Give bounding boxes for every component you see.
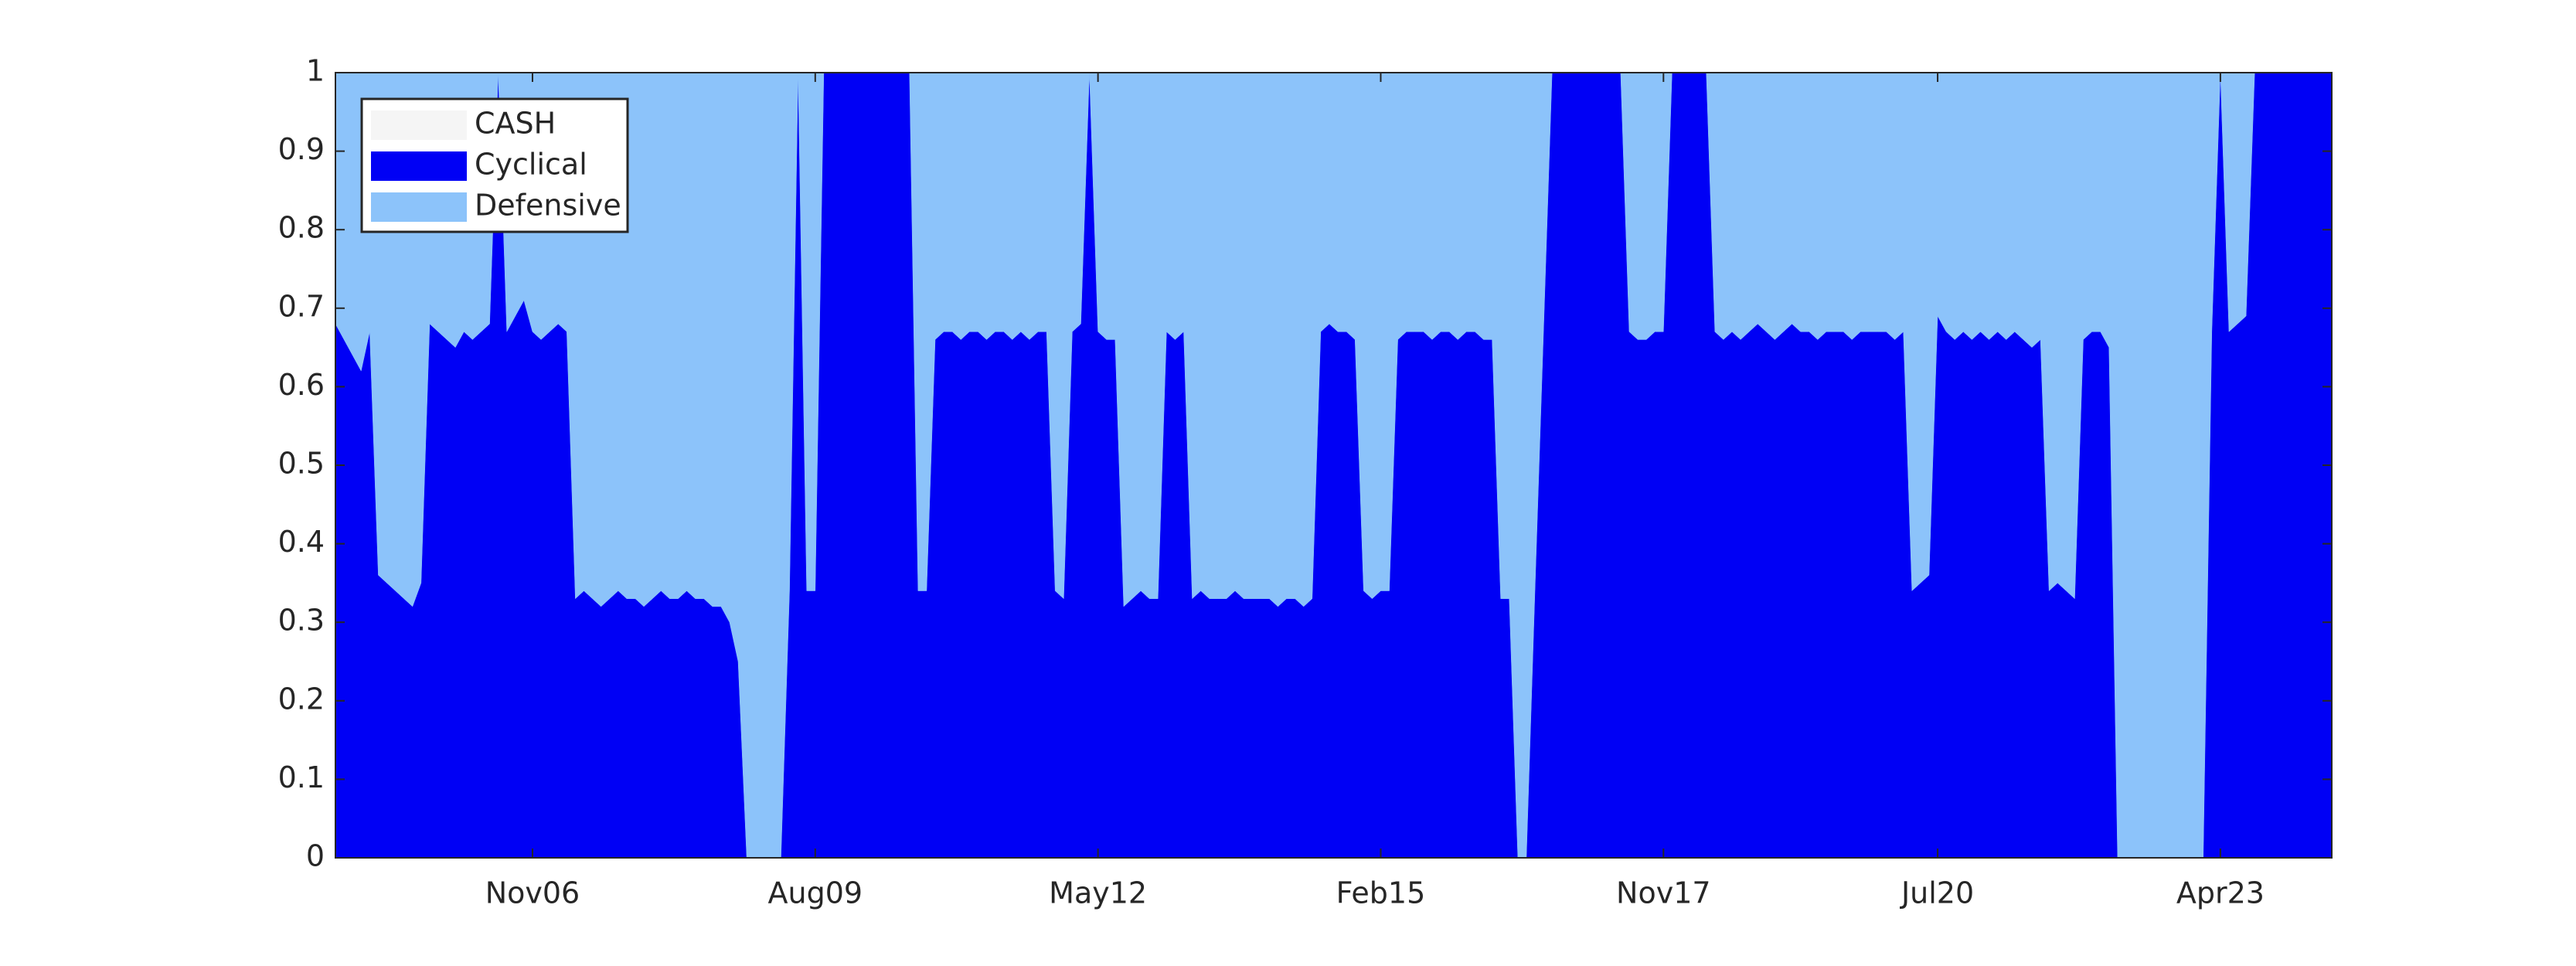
y-tick-label: 0: [306, 839, 325, 873]
y-tick-label: 0.2: [278, 682, 325, 716]
x-tick-label: Jul20: [1900, 876, 1974, 910]
legend-swatch: [371, 192, 467, 222]
y-tick-label: 0.3: [278, 604, 325, 638]
legend: CASH Cyclical Defensive: [360, 97, 629, 233]
y-tick-label: 0.5: [278, 447, 325, 481]
y-tick-label: 0.9: [278, 132, 325, 166]
legend-swatch: [371, 151, 467, 181]
legend-label: Cyclical: [475, 148, 587, 182]
legend-swatch: [371, 111, 467, 140]
plot-area: 0 0.1 0.2 0.3 0.4 0.5 0.6 0.7 0.8 0.9 1 Nov06 Aug09 M…: [278, 54, 2333, 910]
y-tick-label: 0.4: [278, 525, 325, 559]
x-tick-label: Apr23: [2176, 876, 2265, 910]
y-tick-label: 0.7: [278, 289, 325, 323]
y-tick-label: 0.1: [278, 760, 325, 794]
x-tick-label: May12: [1049, 876, 1147, 910]
y-tick-label: 1: [306, 54, 325, 88]
x-tick-label: Nov06: [485, 876, 580, 910]
x-tick-label: Aug09: [768, 876, 863, 910]
x-tick-label: Feb15: [1336, 876, 1426, 910]
legend-label: Defensive: [475, 189, 621, 223]
x-tick-label: Nov17: [1616, 876, 1711, 910]
y-tick-label: 0.6: [278, 368, 325, 402]
y-tick-label: 0.8: [278, 211, 325, 245]
legend-label: CASH: [475, 107, 556, 141]
